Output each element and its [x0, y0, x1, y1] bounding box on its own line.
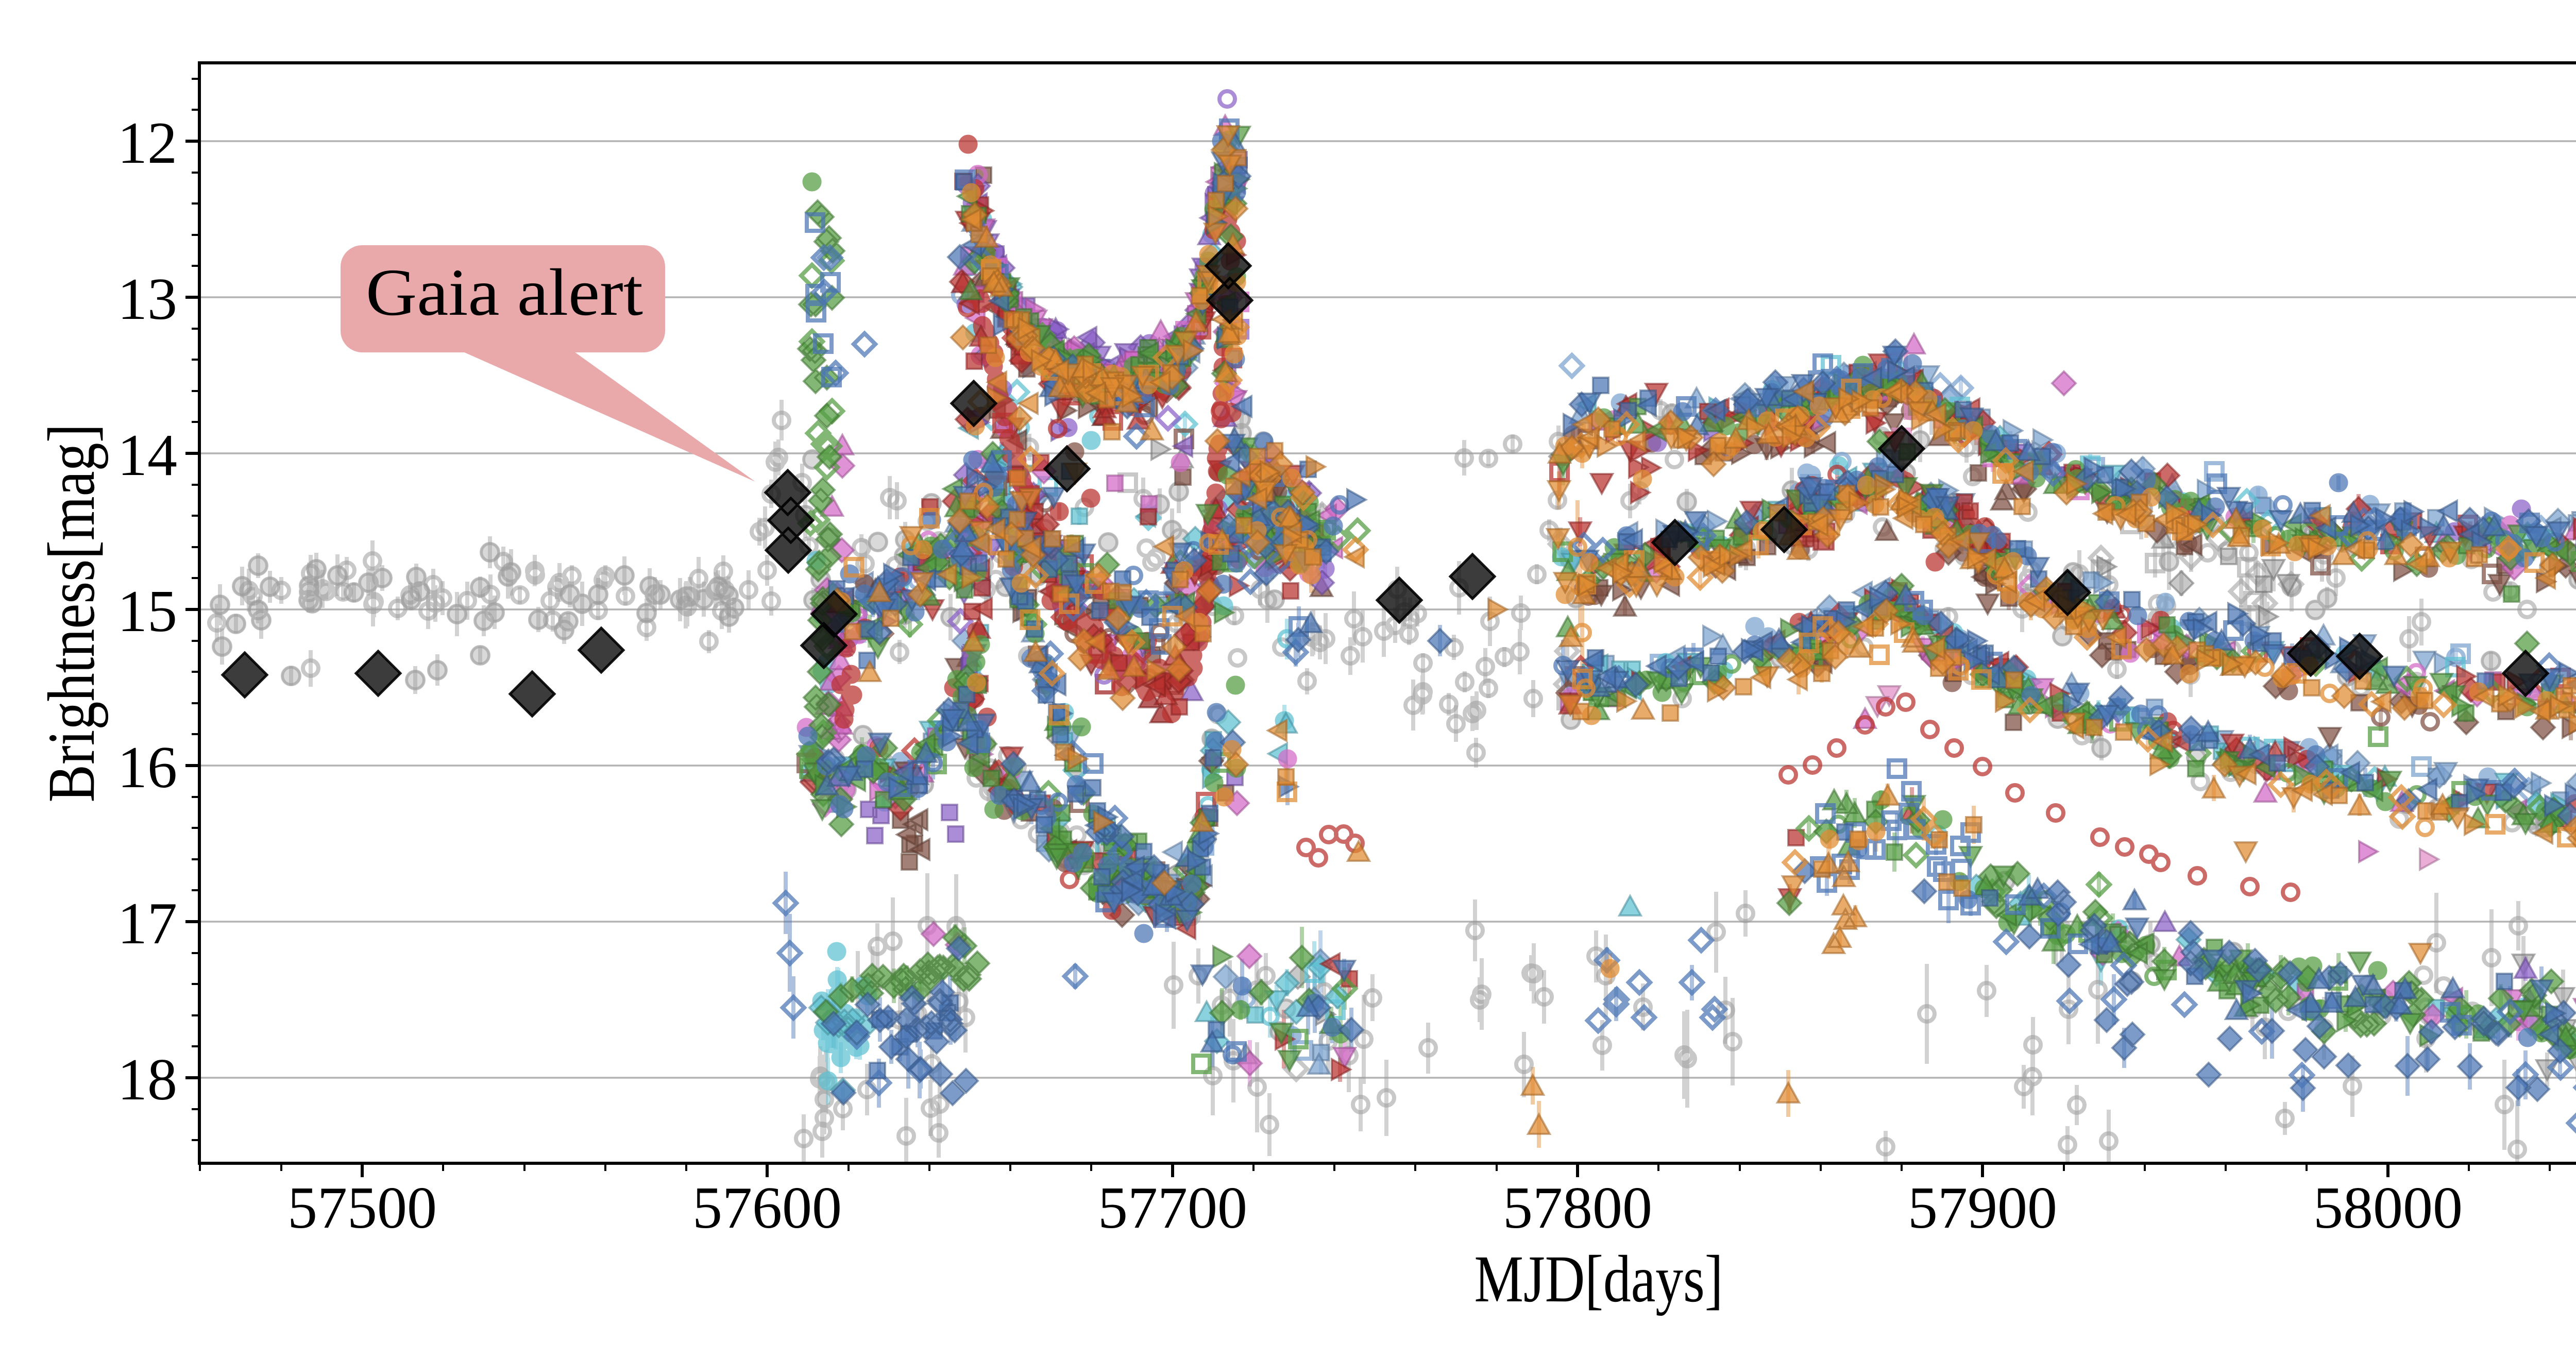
svg-text:16: 16 [117, 735, 177, 801]
svg-text:Gaia alert: Gaia alert [366, 256, 643, 330]
svg-text:14: 14 [117, 422, 177, 488]
svg-text:MJD[days]: MJD[days] [1475, 1242, 1723, 1316]
svg-text:15: 15 [117, 579, 177, 644]
svg-text:57900: 57900 [1908, 1175, 2057, 1241]
svg-text:57500: 57500 [287, 1175, 437, 1241]
svg-text:Brightness[mag]: Brightness[mag] [35, 424, 109, 803]
svg-text:57700: 57700 [1098, 1175, 1247, 1241]
svg-text:17: 17 [117, 891, 177, 957]
svg-text:57800: 57800 [1503, 1175, 1652, 1241]
svg-text:57600: 57600 [692, 1175, 842, 1241]
svg-text:12: 12 [117, 110, 177, 176]
svg-text:18: 18 [117, 1047, 177, 1113]
svg-text:58000: 58000 [2313, 1175, 2463, 1241]
svg-text:13: 13 [117, 266, 177, 332]
